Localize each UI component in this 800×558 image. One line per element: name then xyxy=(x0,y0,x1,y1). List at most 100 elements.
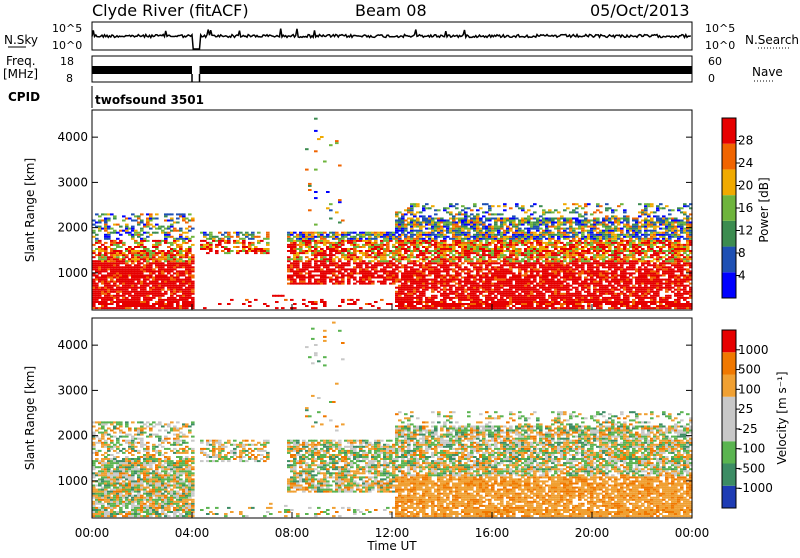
heatmap-cell xyxy=(506,294,510,297)
heatmap-cell xyxy=(374,262,378,265)
heatmap-cell xyxy=(146,282,150,285)
heatmap-cell xyxy=(572,301,576,303)
heatmap-cell xyxy=(557,235,561,238)
heatmap-cell xyxy=(485,229,489,232)
heatmap-cell xyxy=(491,272,495,275)
heatmap-cell xyxy=(128,217,132,220)
heatmap-cell xyxy=(140,256,144,259)
heatmap-cell xyxy=(431,294,435,297)
heatmap-cell xyxy=(392,237,396,240)
heatmap-cell xyxy=(416,278,420,281)
heatmap-cell xyxy=(224,246,228,248)
heatmap-cell xyxy=(401,292,405,295)
heatmap-cell xyxy=(221,233,225,236)
heatmap-cell xyxy=(548,231,552,234)
heatmap-cell xyxy=(491,274,495,277)
heatmap-cell xyxy=(446,221,450,224)
heatmap-cell xyxy=(266,305,270,307)
heatmap-cell xyxy=(401,254,405,257)
heatmap-cell xyxy=(602,278,606,281)
heatmap-cell xyxy=(581,237,585,240)
heatmap-cell xyxy=(539,294,543,297)
heatmap-cell xyxy=(149,217,153,220)
heatmap-cell xyxy=(515,274,519,277)
heatmap-cell xyxy=(365,272,369,275)
heatmap-cell xyxy=(515,235,519,238)
heatmap-cell xyxy=(161,229,165,232)
heatmap-cell xyxy=(431,303,435,305)
heatmap-cell xyxy=(155,241,159,244)
heatmap-cell xyxy=(398,241,402,244)
heatmap-cell xyxy=(143,290,147,293)
heatmap-cell xyxy=(251,235,255,238)
heatmap-cell xyxy=(506,301,510,303)
heatmap-cell xyxy=(425,266,429,269)
heatmap-cell xyxy=(614,274,618,277)
heatmap-cell xyxy=(140,272,144,275)
heatmap-cell xyxy=(314,129,318,132)
heatmap-cell xyxy=(389,264,393,267)
heatmap-cell xyxy=(584,298,588,301)
heatmap-cell xyxy=(140,280,144,283)
heatmap-cell xyxy=(470,274,474,277)
heatmap-cell xyxy=(329,272,333,275)
heatmap-cell xyxy=(407,286,411,289)
heatmap-cell xyxy=(584,243,588,246)
heatmap-cell xyxy=(608,282,612,285)
heatmap-cell xyxy=(518,301,522,303)
heatmap-cell xyxy=(191,290,195,293)
heatmap-cell xyxy=(602,292,606,295)
heatmap-cell xyxy=(476,262,480,265)
heatmap-cell xyxy=(98,262,102,265)
heatmap-cell xyxy=(611,278,615,281)
heatmap-cell xyxy=(458,246,462,248)
heatmap-cell xyxy=(350,237,354,240)
heatmap-cell xyxy=(314,248,318,250)
heatmap-cell xyxy=(551,270,555,273)
heatmap-cell xyxy=(560,248,564,250)
heatmap-cell xyxy=(551,301,555,303)
heatmap-cell xyxy=(467,250,471,252)
heatmap-cell xyxy=(620,274,624,277)
heatmap-cell xyxy=(617,205,621,208)
heatmap-cell xyxy=(593,246,597,248)
heatmap-cell xyxy=(356,266,360,269)
heatmap-cell xyxy=(308,280,312,283)
heatmap-cell xyxy=(392,268,396,271)
heatmap-cell xyxy=(218,237,222,240)
heatmap-cell xyxy=(374,276,378,279)
heatmap-cell xyxy=(611,272,615,275)
heatmap-cell xyxy=(521,294,525,297)
heatmap-cell xyxy=(455,270,459,273)
heatmap-cell xyxy=(404,241,408,244)
heatmap-cell xyxy=(512,237,516,240)
heatmap-cell xyxy=(497,301,501,303)
heatmap-cell xyxy=(131,258,135,261)
heatmap-cell xyxy=(320,254,324,257)
heatmap-cell xyxy=(488,231,492,234)
heatmap-cell xyxy=(350,239,354,242)
heatmap-cell xyxy=(554,241,558,244)
heatmap-cell xyxy=(527,237,531,240)
heatmap-cell xyxy=(467,235,471,238)
heatmap-cell xyxy=(116,243,120,246)
heatmap-cell xyxy=(152,303,156,305)
heatmap-cell xyxy=(224,231,228,234)
heatmap-cell xyxy=(224,239,228,242)
heatmap-cell xyxy=(182,266,186,269)
heatmap-cell xyxy=(353,250,357,252)
heatmap-cell xyxy=(188,284,192,287)
heatmap-cell xyxy=(122,307,126,310)
heatmap-cell xyxy=(473,264,477,267)
heatmap-cell xyxy=(110,250,114,252)
heatmap-cell xyxy=(101,213,105,216)
heatmap-cell xyxy=(599,294,603,297)
heatmap-cell xyxy=(566,243,570,246)
heatmap-cell xyxy=(524,217,528,220)
heatmap-cell xyxy=(329,209,333,212)
heatmap-cell xyxy=(449,292,453,295)
heatmap-cell xyxy=(140,237,144,240)
heatmap-cell xyxy=(170,296,174,299)
heatmap-cell xyxy=(617,246,621,248)
heatmap-cell xyxy=(488,213,492,216)
